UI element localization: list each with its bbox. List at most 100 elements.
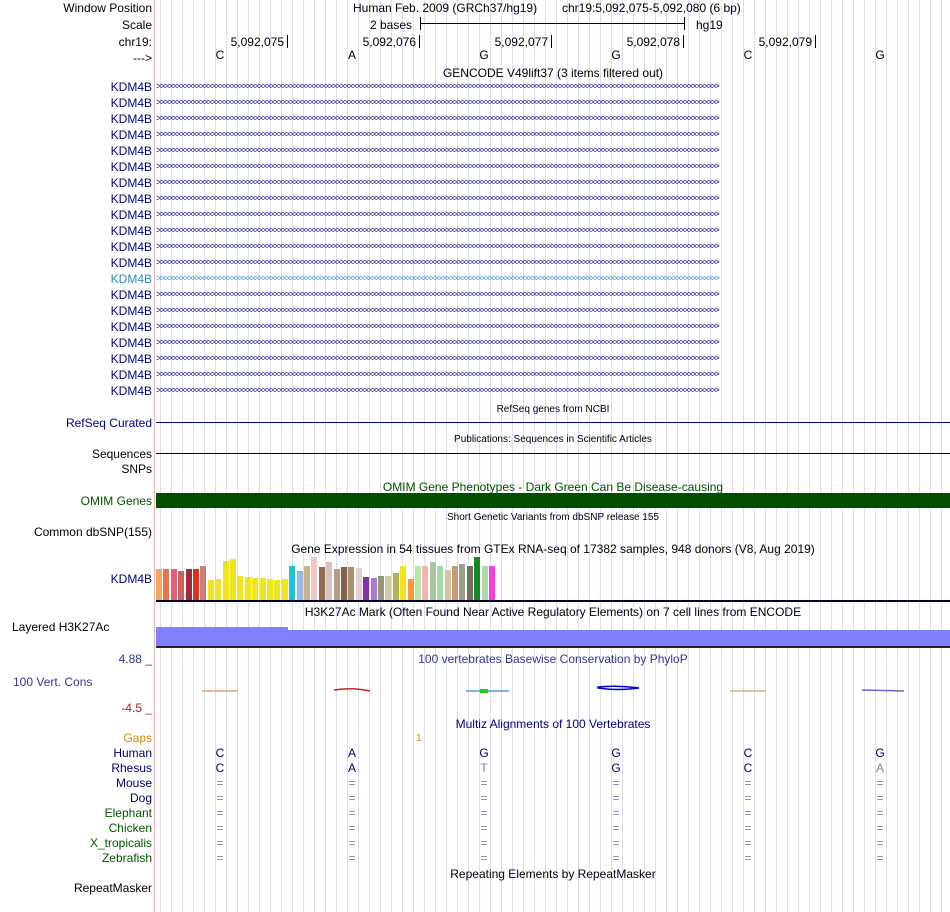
gencode-item-label[interactable]: KDM4B	[110, 128, 152, 142]
gtex-tissue-bar[interactable]	[193, 569, 199, 600]
gencode-item-label[interactable]: KDM4B	[110, 208, 152, 222]
species-label[interactable]: Dog	[129, 791, 152, 805]
gencode-item-feature[interactable]: >>>>>>>>>>>>>>>>>>>>>>>>>>>>>>>>>>>>>>>>…	[156, 289, 720, 299]
gencode-item-feature[interactable]: >>>>>>>>>>>>>>>>>>>>>>>>>>>>>>>>>>>>>>>>…	[156, 177, 720, 187]
gencode-item-feature[interactable]: >>>>>>>>>>>>>>>>>>>>>>>>>>>>>>>>>>>>>>>>…	[156, 369, 720, 379]
gencode-item-label[interactable]: KDM4B	[110, 112, 152, 126]
gtex-tissue-bar[interactable]	[474, 557, 481, 600]
gtex-tissue-bar[interactable]	[400, 566, 407, 600]
gtex-tissue-bar[interactable]	[222, 561, 229, 600]
gtex-tissue-bar[interactable]	[333, 569, 340, 600]
gencode-item-feature[interactable]: >>>>>>>>>>>>>>>>>>>>>>>>>>>>>>>>>>>>>>>>…	[156, 193, 720, 203]
gencode-item-feature[interactable]: >>>>>>>>>>>>>>>>>>>>>>>>>>>>>>>>>>>>>>>>…	[156, 81, 720, 91]
gencode-item-feature[interactable]: >>>>>>>>>>>>>>>>>>>>>>>>>>>>>>>>>>>>>>>>…	[156, 241, 720, 251]
sequences-track-label[interactable]: Sequences	[91, 447, 152, 461]
phylop-track-label[interactable]: 100 Vert. Cons	[13, 675, 93, 689]
gtex-tissue-bar[interactable]	[274, 580, 281, 600]
gtex-tissue-bar[interactable]	[348, 567, 355, 600]
gencode-item-feature[interactable]: >>>>>>>>>>>>>>>>>>>>>>>>>>>>>>>>>>>>>>>>…	[156, 129, 720, 139]
sequences-track-line[interactable]	[156, 453, 950, 454]
gtex-tissue-bar[interactable]	[481, 566, 488, 600]
gencode-item-feature[interactable]: >>>>>>>>>>>>>>>>>>>>>>>>>>>>>>>>>>>>>>>>…	[156, 305, 720, 315]
gtex-tissue-bar[interactable]	[370, 578, 377, 600]
gencode-item-label[interactable]: KDM4B	[110, 176, 152, 190]
gencode-item-label[interactable]: KDM4B	[110, 144, 152, 158]
gtex-tissue-bar[interactable]	[163, 569, 170, 600]
gencode-item-feature[interactable]: >>>>>>>>>>>>>>>>>>>>>>>>>>>>>>>>>>>>>>>>…	[156, 113, 720, 123]
gtex-tissue-bar[interactable]	[341, 567, 347, 600]
gencode-item-label[interactable]: KDM4B	[110, 352, 152, 366]
species-label[interactable]: Rhesus	[111, 761, 152, 775]
gencode-item-label[interactable]: KDM4B	[110, 336, 152, 350]
gtex-tissue-bar[interactable]	[267, 579, 273, 600]
gencode-item-feature[interactable]: >>>>>>>>>>>>>>>>>>>>>>>>>>>>>>>>>>>>>>>>…	[156, 145, 720, 155]
gtex-tissue-bar[interactable]	[385, 576, 392, 600]
snps-track-label[interactable]: SNPs	[121, 462, 152, 476]
gtex-tissue-bar[interactable]	[230, 559, 236, 600]
gencode-item-feature[interactable]: >>>>>>>>>>>>>>>>>>>>>>>>>>>>>>>>>>>>>>>>…	[156, 257, 720, 267]
gencode-item-label[interactable]: KDM4B	[110, 272, 152, 286]
species-label[interactable]: X_tropicalis	[89, 836, 152, 850]
gtex-tissue-bar[interactable]	[281, 579, 288, 600]
omim-feature-bar[interactable]	[156, 493, 950, 508]
gtex-tissue-bar[interactable]	[304, 566, 310, 600]
gtex-tissue-bar[interactable]	[289, 566, 296, 600]
gencode-item-feature[interactable]: >>>>>>>>>>>>>>>>>>>>>>>>>>>>>>>>>>>>>>>>…	[156, 161, 720, 171]
dbsnp-track-label[interactable]: Common dbSNP(155)	[33, 525, 152, 539]
gencode-item-label[interactable]: KDM4B	[110, 256, 152, 270]
gencode-item-feature[interactable]: >>>>>>>>>>>>>>>>>>>>>>>>>>>>>>>>>>>>>>>>…	[156, 97, 720, 107]
h3k27ac-signal-left[interactable]	[156, 627, 288, 646]
gtex-tissue-bar[interactable]	[170, 569, 177, 600]
gtex-tissue-bar[interactable]	[178, 571, 185, 600]
gencode-item-feature[interactable]: >>>>>>>>>>>>>>>>>>>>>>>>>>>>>>>>>>>>>>>>…	[156, 321, 720, 331]
gtex-tissue-bar[interactable]	[363, 577, 370, 600]
h3k27ac-signal-right[interactable]	[288, 630, 950, 646]
h3k27ac-track-label[interactable]: Layered H3K27Ac	[12, 620, 110, 634]
gtex-tissue-bar[interactable]	[252, 578, 259, 600]
gtex-tissue-bar[interactable]	[326, 562, 333, 600]
species-label[interactable]: Chicken	[108, 821, 152, 835]
gtex-tissue-bar[interactable]	[459, 564, 466, 600]
gencode-item-label[interactable]: KDM4B	[110, 288, 152, 302]
gtex-tissue-bar[interactable]	[444, 570, 451, 600]
gencode-item-feature[interactable]: >>>>>>>>>>>>>>>>>>>>>>>>>>>>>>>>>>>>>>>>…	[156, 225, 720, 235]
gtex-tissue-bar[interactable]	[215, 579, 222, 600]
gencode-item-label[interactable]: KDM4B	[110, 304, 152, 318]
gencode-item-feature[interactable]: >>>>>>>>>>>>>>>>>>>>>>>>>>>>>>>>>>>>>>>>…	[156, 353, 720, 363]
gencode-item-label[interactable]: KDM4B	[110, 160, 152, 174]
gencode-item-label[interactable]: KDM4B	[110, 368, 152, 382]
gtex-tissue-bar[interactable]	[237, 576, 244, 600]
gtex-tissue-bar[interactable]	[429, 562, 436, 600]
gtex-tissue-bar[interactable]	[244, 577, 251, 600]
gtex-tissue-bar[interactable]	[422, 566, 429, 600]
species-label[interactable]: Elephant	[104, 806, 152, 820]
gencode-item-feature[interactable]: >>>>>>>>>>>>>>>>>>>>>>>>>>>>>>>>>>>>>>>>…	[156, 337, 720, 347]
gencode-item-label[interactable]: KDM4B	[110, 192, 152, 206]
gtex-tissue-bar[interactable]	[355, 568, 362, 600]
gtex-tissue-bar[interactable]	[392, 573, 399, 600]
gtex-tissue-bar[interactable]	[407, 579, 414, 600]
gtex-tissue-bar[interactable]	[452, 566, 458, 600]
species-label[interactable]: Human	[113, 746, 152, 760]
gencode-item-label[interactable]: KDM4B	[110, 96, 152, 110]
gtex-tissue-bar[interactable]	[489, 566, 495, 600]
phylop-signal[interactable]	[156, 680, 950, 700]
gtex-tissue-bar[interactable]	[311, 557, 318, 600]
gtex-tissue-bar[interactable]	[259, 578, 266, 600]
gtex-tissue-bar[interactable]	[437, 566, 444, 600]
refseq-track-label[interactable]: RefSeq Curated	[65, 416, 152, 430]
gtex-tissue-bar[interactable]	[185, 569, 192, 600]
gtex-tissue-bar[interactable]	[466, 566, 473, 600]
gencode-item-label[interactable]: KDM4B	[110, 320, 152, 334]
gtex-track-label[interactable]: KDM4B	[110, 572, 152, 586]
omim-track-label[interactable]: OMIM Genes	[80, 494, 152, 508]
gtex-tissue-bar[interactable]	[318, 567, 325, 600]
gencode-item-label[interactable]: KDM4B	[110, 240, 152, 254]
species-label[interactable]: Mouse	[115, 776, 152, 790]
gtex-tissue-bar[interactable]	[378, 576, 384, 600]
gtex-tissue-bar[interactable]	[296, 571, 303, 600]
species-label[interactable]: Zebrafish	[101, 851, 152, 865]
gencode-item-label[interactable]: KDM4B	[110, 80, 152, 94]
gtex-tissue-bar[interactable]	[415, 566, 421, 600]
gtex-tissue-bar[interactable]	[156, 569, 162, 600]
